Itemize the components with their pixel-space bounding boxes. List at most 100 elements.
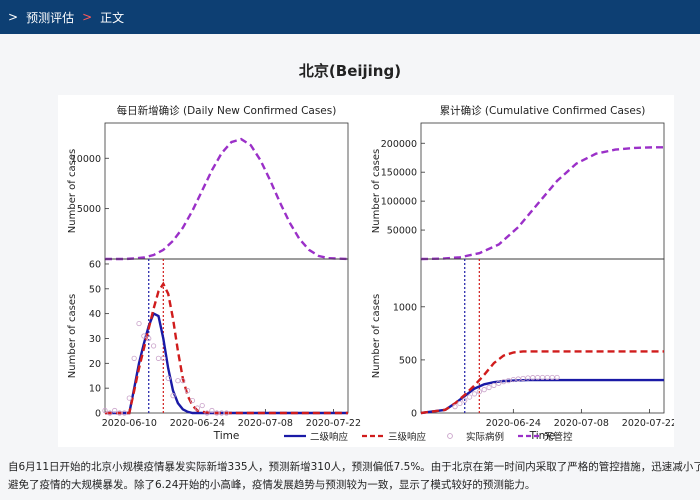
chart-title: 累计确诊 (Cumulative Confirmed Cases) (440, 104, 646, 117)
breadcrumb-separator: > (8, 10, 19, 24)
actual-case-point (520, 375, 526, 382)
actual-case-point (554, 374, 560, 381)
actual-case-point (112, 407, 118, 414)
actual-case-point (544, 374, 550, 381)
series-line (105, 311, 348, 415)
series-line (105, 137, 349, 261)
x-tick-label: 2020-06-10 (102, 418, 157, 429)
breadcrumb-item-forecast-eval[interactable]: 预测评估 (26, 10, 75, 25)
y-tick-label: 60 (89, 259, 101, 270)
x-tick-label: 2020-07-22 (306, 418, 361, 429)
page-title: 北京(Beijing) (298, 62, 402, 80)
actual-case-point (501, 379, 507, 385)
y-tick-label: 10 (89, 384, 101, 395)
caption-line: 避免了疫情的大规模暴发。除了6.24开始的小高峰，疫情发展趋势与预测较为一致，显… (8, 479, 536, 491)
chart-title: 每日新增确诊 (Daily New Confirmed Cases) (117, 104, 337, 117)
actual-case-point (539, 374, 546, 381)
actual-case-point (131, 355, 137, 361)
y-tick-label: 100000 (381, 197, 417, 208)
y-tick-label: 50 (89, 284, 101, 295)
actual-case-point (214, 410, 220, 416)
x-tick-label: 2020-06-24 (170, 418, 225, 429)
actual-case-point (165, 375, 171, 381)
x-axis-label: Time (529, 430, 556, 442)
actual-case-point (549, 374, 555, 381)
actual-case-point (462, 397, 468, 403)
legend-label: 实际病例 (466, 431, 504, 443)
actual-case-point (510, 376, 516, 383)
x-tick-label: 2020-07-08 (238, 418, 293, 429)
breadcrumb-separator: > (82, 10, 93, 24)
actual-case-point (107, 410, 113, 416)
legend-label: 无管控 (544, 431, 573, 443)
actual-case-point (180, 378, 186, 384)
series-line (420, 146, 664, 261)
x-axis-label: Time (213, 430, 240, 442)
actual-case-point (466, 394, 473, 400)
actual-case-point (155, 355, 162, 361)
y-tick-label: 200000 (381, 139, 417, 150)
actual-case-point (496, 380, 502, 386)
x-tick-label: 2020-07-22 (622, 418, 674, 429)
actual-case-point (126, 395, 132, 401)
actual-case-point (525, 375, 531, 381)
series-line (420, 350, 664, 415)
actual-case-point (481, 387, 487, 393)
series-line (420, 378, 664, 415)
actual-case-point (102, 407, 108, 414)
legend-label: 二级响应 (310, 431, 349, 443)
actual-case-point (199, 402, 205, 409)
plot-frame (420, 258, 665, 414)
actual-case-point (209, 407, 215, 414)
actual-case-point (185, 388, 191, 394)
y-axis-label: Number of cases (67, 294, 78, 378)
actual-case-point (515, 376, 521, 382)
actual-case-point (204, 410, 210, 416)
breadcrumb: > 预测评估 > 正文 (0, 0, 700, 34)
actual-case-point (530, 375, 536, 381)
y-axis-label: Number of cases (371, 149, 382, 233)
figure: 每日新增确诊 (Daily New Confirmed Cases) 5000 10… (58, 95, 677, 447)
y-tick-label: 30 (89, 334, 101, 345)
actual-case-point (476, 389, 482, 395)
chart-figure: 每日新增确诊 (Daily New Confirmed Cases)500010… (67, 104, 677, 443)
y-tick-label: 20 (89, 359, 101, 370)
y-tick-label: 1000 (393, 302, 417, 313)
x-tick-label: 2020-07-08 (554, 418, 609, 429)
actual-case-point (194, 405, 200, 411)
actual-case-point (452, 404, 458, 410)
y-tick-label: 50000 (387, 226, 417, 237)
actual-case-point (471, 391, 478, 397)
x-tick-label: 2020-06-24 (486, 418, 541, 429)
actual-case-point (175, 378, 181, 384)
actual-case-point (146, 335, 152, 342)
plot-frame (104, 122, 349, 260)
series-line (105, 281, 348, 415)
actual-case-point (535, 374, 541, 381)
y-tick-label: 500 (399, 355, 417, 366)
y-tick-label: 5000 (77, 204, 101, 215)
actual-case-point (486, 384, 492, 391)
actual-case-point (116, 410, 123, 416)
legend-label: 三级响应 (388, 431, 427, 443)
actual-case-point (170, 393, 176, 399)
y-tick-label: 40 (89, 309, 101, 320)
caption: 自6月11日开始的北京小规模疫情暴发实际新增335人，预测新增310人，预测偏低… (8, 458, 700, 494)
caption-line: 自6月11日开始的北京小规模疫情暴发实际新增335人，预测新增310人，预测偏低… (8, 461, 700, 473)
y-axis-label: Number of cases (371, 294, 382, 378)
y-tick-label: 150000 (381, 168, 417, 179)
actual-case-point (141, 333, 147, 339)
legend-marker (447, 433, 453, 439)
y-tick-label: 0 (411, 409, 417, 420)
actual-case-point (491, 382, 497, 388)
actual-case-point (223, 410, 230, 416)
actual-case-point (505, 378, 512, 384)
actual-case-point (136, 320, 142, 327)
actual-case-point (151, 343, 157, 349)
plot-frame (420, 122, 665, 260)
y-tick-label: 0 (95, 409, 101, 420)
actual-case-point (160, 355, 166, 361)
y-axis-label: Number of cases (67, 149, 78, 233)
actual-case-point (219, 410, 225, 416)
actual-case-point (457, 400, 463, 407)
